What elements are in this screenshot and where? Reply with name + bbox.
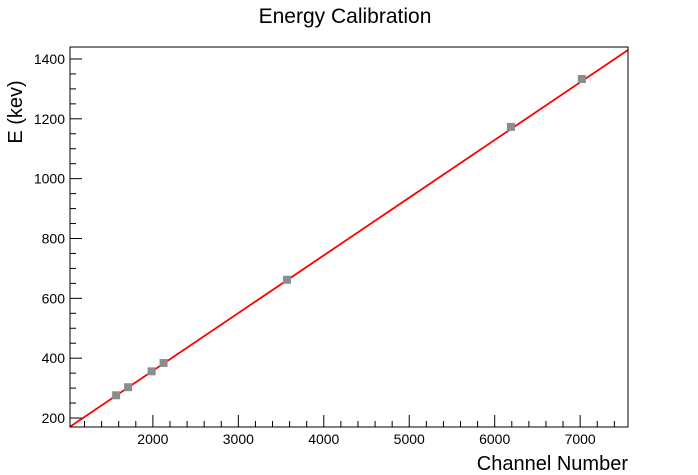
data-point [124,383,133,392]
plot-frame [69,46,629,428]
y-tick-label: 600 [42,290,66,306]
y-tick-label: 400 [42,350,66,366]
x-tick-label: 4000 [308,431,339,447]
points-layer [112,75,586,400]
y-tick-label: 1000 [34,171,65,187]
y-tick-label: 800 [42,230,66,246]
x-tick-label: 3000 [223,431,254,447]
x-tick-label: 5000 [394,431,425,447]
data-point [147,367,156,376]
data-point [283,275,292,284]
x-tick-label: 2000 [137,431,168,447]
ticks-layer: 2000 3000 4000 5000 6000 7000 200 400 600 800 1000… [34,51,615,447]
data-point [506,122,515,131]
y-tick-label: 200 [42,410,66,426]
x-tick-label: 6000 [479,431,510,447]
y-tick-label: 1200 [34,111,65,127]
y-tick-label: 1400 [34,51,65,67]
y-axis-label: E (kev) [5,80,27,143]
data-point [577,75,586,84]
data-point [159,358,168,367]
x-axis-label: Channel Number [477,453,629,475]
chart-title: Energy Calibration [259,5,432,28]
data-point [112,391,121,400]
x-tick-label: 7000 [565,431,596,447]
